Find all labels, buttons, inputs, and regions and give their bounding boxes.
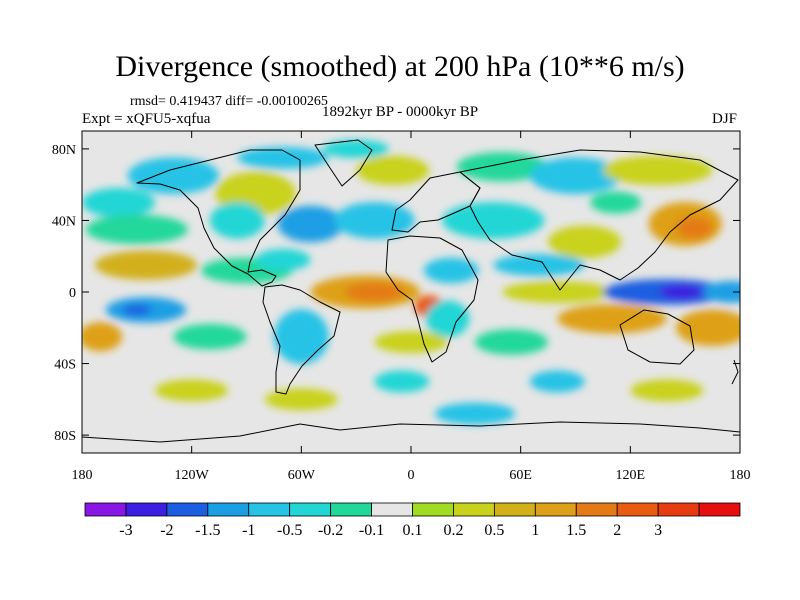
- colorbar-swatch: [493, 502, 536, 517]
- colorbar-swatch: [125, 502, 168, 517]
- colorbar-label: -0.5: [277, 522, 302, 539]
- colorbar-swatch: [534, 502, 577, 517]
- field-anomaly-30: [703, 281, 740, 303]
- x-tick-label: 60W: [288, 468, 316, 483]
- x-tick-label: 180: [72, 468, 93, 483]
- y-tick-label: 0: [69, 286, 76, 301]
- field-anomaly-40: [374, 370, 430, 393]
- field-anomaly-20: [255, 248, 311, 271]
- field-anomaly-17: [590, 191, 642, 214]
- field-anomaly-5: [602, 155, 713, 185]
- colorbar-swatch: [166, 502, 209, 517]
- field-anomaly-36: [173, 323, 247, 350]
- colorbar-label: 3: [654, 522, 662, 539]
- map-title: Divergence (smoothed) at 200 hPa (10**6 …: [115, 50, 685, 83]
- field-anomaly-39: [474, 329, 549, 355]
- coastline: [82, 139, 740, 443]
- field-anomaly-41: [529, 370, 585, 393]
- field-anomaly-12: [334, 202, 415, 239]
- field-anomaly-8: [82, 187, 156, 218]
- field-anomaly-11: [277, 205, 344, 243]
- field-anomaly-13: [442, 202, 545, 239]
- x-tick-label: 60E: [509, 468, 532, 483]
- field-anomaly-18: [94, 250, 198, 280]
- coast-australia: [619, 309, 695, 365]
- field-anomaly-34: [122, 304, 152, 316]
- experiment-text: Expt = xQFU5-xqfua: [82, 111, 211, 127]
- colorbar-swatch: [84, 502, 127, 517]
- colorbar-label: 1: [531, 522, 539, 539]
- colorbar-label: 0.5: [484, 522, 504, 539]
- y-tick-label: 40N: [52, 214, 76, 229]
- coast-north-america: [136, 149, 301, 287]
- coast-asia: [459, 149, 739, 291]
- field-anomaly-38: [374, 331, 448, 354]
- field-anomaly-37: [273, 309, 329, 365]
- y-tick-label: 80N: [52, 143, 76, 158]
- colorbar-label: 2: [613, 522, 621, 539]
- field-anomaly-24: [423, 257, 479, 284]
- field-anomaly-10: [209, 202, 265, 239]
- colorbar-swatch: [207, 502, 250, 517]
- field-anomaly-35: [82, 322, 123, 352]
- field-anomaly-45: [630, 379, 704, 402]
- x-tick-label: 0: [408, 468, 415, 483]
- colorbar-swatch: [330, 502, 372, 517]
- coast-antarctica: [82, 421, 740, 443]
- colorbar-label: 0.2: [443, 522, 463, 539]
- field-anomaly-0: [323, 139, 390, 159]
- field-anomaly-9: [85, 214, 189, 245]
- field-anomaly-31: [557, 304, 667, 334]
- colorbar-swatch: [412, 502, 454, 517]
- y-tick-label: 80S: [54, 429, 76, 444]
- colorbar-label: -3: [119, 522, 132, 539]
- colorbar-label: -0.1: [359, 522, 384, 539]
- field-anomaly-22: [345, 282, 404, 302]
- colorbar-swatch: [657, 502, 700, 517]
- field-anomaly-16: [676, 216, 713, 239]
- colorbar-swatch: [698, 502, 741, 517]
- field-anomaly-4: [529, 157, 622, 195]
- colorbar-swatch: [248, 502, 291, 517]
- colorbar-swatch: [616, 502, 659, 517]
- colorbar-label: 0.1: [403, 522, 423, 539]
- stats-text: rmsd= 0.419437 diff= -0.00100265: [130, 94, 328, 109]
- field-anomaly-44: [434, 402, 516, 425]
- x-tick-label: 120W: [175, 468, 210, 483]
- field-anomaly-32: [676, 309, 740, 347]
- x-tick-label: 120E: [616, 468, 646, 483]
- field-anomaly-26: [493, 254, 585, 277]
- colorbar-swatch: [575, 502, 618, 517]
- colorbar-label: -0.2: [318, 522, 343, 539]
- field-anomaly-6: [127, 157, 220, 195]
- colorbar-swatch: [453, 502, 495, 517]
- field-anomaly-2: [356, 155, 430, 185]
- y-tick-label: 40S: [54, 358, 76, 373]
- field-anomaly-42: [155, 379, 229, 402]
- field-anomaly-1: [237, 146, 329, 169]
- season-text: DJF: [712, 111, 738, 127]
- colorbar-label: -1.5: [195, 522, 220, 539]
- field-anomaly-27: [502, 281, 613, 303]
- colorbar-label: -2: [160, 522, 173, 539]
- colorbar-label: 1.5: [566, 522, 586, 539]
- colorbar-label: -1: [242, 522, 255, 539]
- coast-greenland: [314, 139, 373, 187]
- coast-south-america: [262, 284, 341, 395]
- field-anomaly-14: [548, 225, 622, 259]
- coast-africa: [385, 235, 479, 363]
- field-anomaly-29: [659, 284, 704, 300]
- period-text: 1892kyr BP - 0000kyr BP: [322, 104, 479, 120]
- colorbar-swatch: [371, 502, 413, 517]
- colorbar-swatch: [289, 502, 332, 517]
- field-anomaly-25: [425, 300, 470, 338]
- x-tick-label: 180: [730, 468, 751, 483]
